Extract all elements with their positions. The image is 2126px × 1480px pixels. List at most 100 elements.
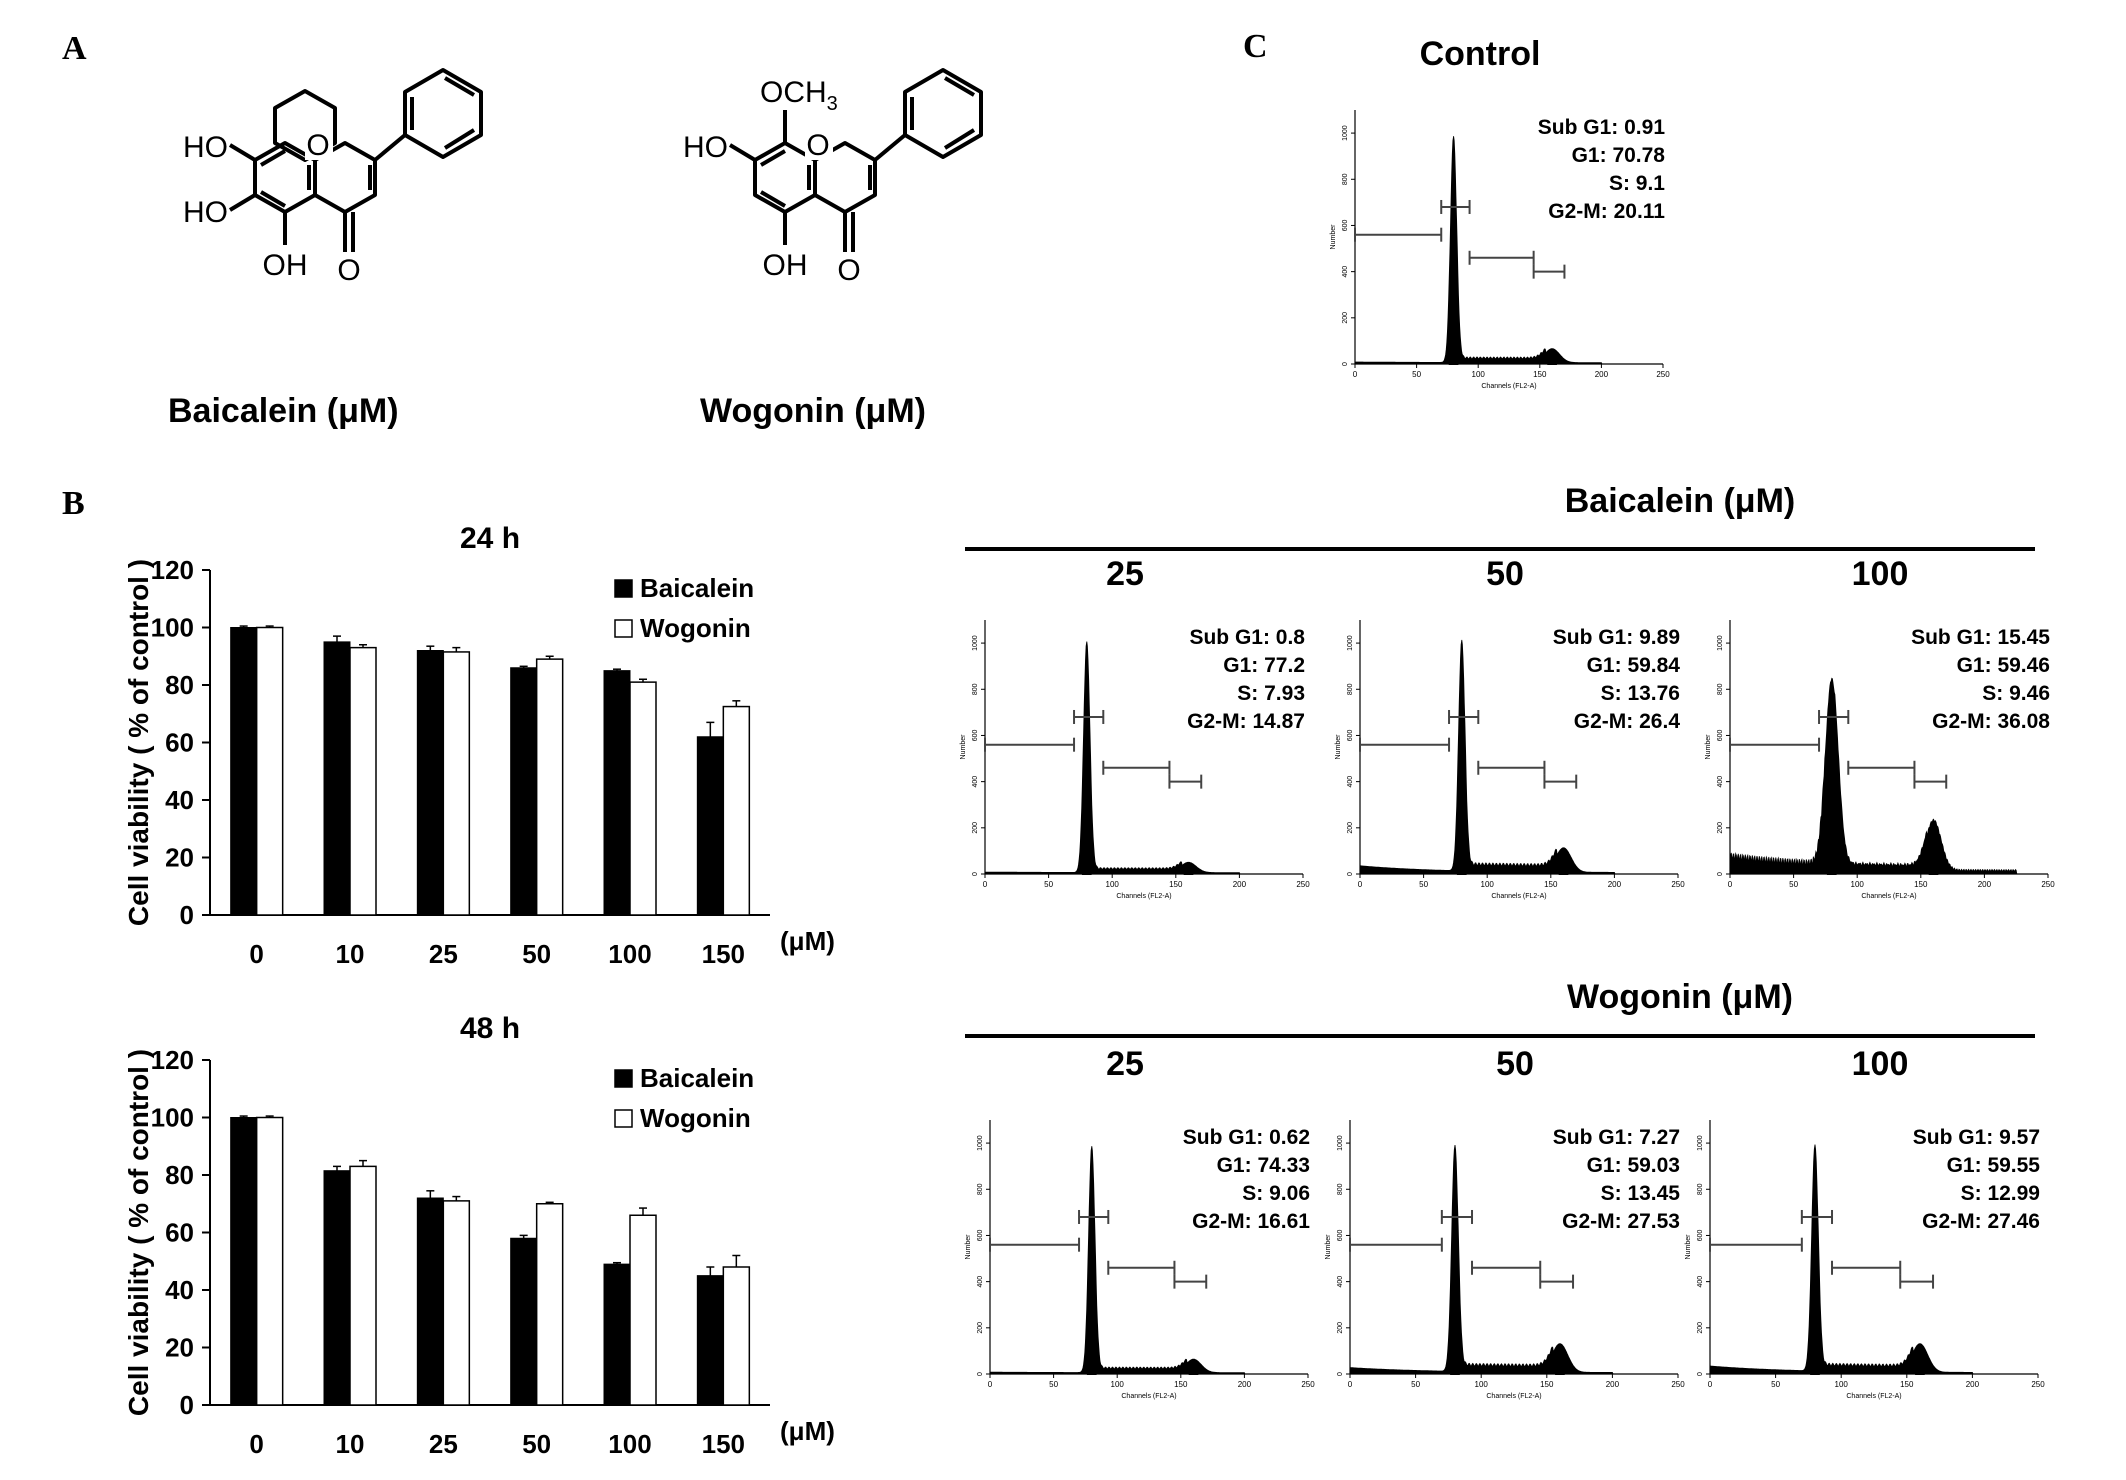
stat-label-subg1: Sub G1: bbox=[1911, 626, 1998, 649]
hist-x-tick-label: 150 bbox=[1533, 370, 1547, 379]
stat-value-subg1: 9.89 bbox=[1639, 626, 1680, 649]
hist-y-axis-label: Number bbox=[960, 734, 967, 760]
y-tick-label: 20 bbox=[165, 1333, 194, 1363]
stat-value-g1: 59.46 bbox=[1997, 654, 2050, 677]
stat-value-g1: 77.2 bbox=[1264, 654, 1305, 677]
hist-x-tick-label: 50 bbox=[1412, 370, 1421, 379]
stat-label-g1: G1: bbox=[1586, 654, 1628, 677]
stat-row-g1: G1: 59.84 bbox=[1553, 652, 1680, 680]
hist-y-tick-label: 400 bbox=[1342, 266, 1349, 278]
hist-y-tick-label: 0 bbox=[977, 1372, 984, 1376]
baicalein-structure bbox=[228, 68, 483, 252]
g2-marker bbox=[1558, 867, 1569, 875]
legend-label-wogonin: Wogonin bbox=[640, 613, 751, 643]
wogonin-och3: OCH3 bbox=[760, 76, 838, 115]
bar-wogonin bbox=[255, 626, 284, 916]
histogram-baicalein-25: 0 200 400 600 800 1000 0 50 100 150 200 250 Channels… bbox=[955, 610, 1315, 910]
hist-y-tick-label: 1000 bbox=[1347, 635, 1354, 651]
y-tick-label: 40 bbox=[165, 1275, 194, 1305]
hist-x-tick-label: 0 bbox=[1728, 880, 1733, 889]
cell-cycle-stats: Sub G1: 9.89 G1: 59.84 S: 13.76 G2-M: 26.4 bbox=[1553, 624, 1680, 736]
hist-y-tick-label: 600 bbox=[1337, 1230, 1344, 1242]
g2-marker bbox=[1928, 867, 1939, 875]
histogram-control: 0 200 400 600 800 1000 0 50 100 150 200 250 Channels… bbox=[1325, 100, 1675, 400]
hist-y-tick-label: 400 bbox=[1697, 1276, 1704, 1288]
hist-y-tick-label: 1000 bbox=[972, 635, 979, 651]
stat-label-g2m: G2-M: bbox=[1548, 200, 1614, 223]
stat-value-s: 7.93 bbox=[1264, 682, 1305, 705]
g2-marker bbox=[1188, 1367, 1199, 1375]
stat-row-g2m: G2-M: 36.08 bbox=[1911, 708, 2050, 736]
histogram-wogonin-50: 0 200 400 600 800 1000 0 50 100 150 200 250 Channels… bbox=[1320, 1110, 1690, 1410]
stat-row-subg1: Sub G1: 0.62 bbox=[1183, 1124, 1310, 1152]
y-tick-label: 0 bbox=[180, 1390, 194, 1420]
y-tick-label: 20 bbox=[165, 843, 194, 873]
hist-y-tick-label: 200 bbox=[1717, 822, 1724, 834]
stat-row-subg1: Sub G1: 0.8 bbox=[1187, 624, 1305, 652]
stat-label-g2m: G2-M: bbox=[1573, 710, 1640, 733]
y-tick-label: 100 bbox=[151, 1103, 194, 1133]
hist-x-tick-label: 200 bbox=[1233, 880, 1247, 889]
bar-wogonin bbox=[255, 1116, 284, 1406]
wogonin-group-title: Wogonin (μM) bbox=[1567, 978, 1793, 1016]
g1-marker bbox=[1456, 867, 1467, 875]
hist-y-tick-label: 600 bbox=[1347, 730, 1354, 742]
hist-y-tick-label: 200 bbox=[977, 1322, 984, 1334]
x-tick-label: 150 bbox=[702, 939, 745, 969]
hist-y-tick-label: 0 bbox=[1347, 872, 1354, 876]
stat-row-s: S: 9.06 bbox=[1183, 1180, 1310, 1208]
hist-x-tick-label: 100 bbox=[1835, 1380, 1849, 1389]
stat-row-g2m: G2-M: 20.11 bbox=[1538, 198, 1665, 226]
stat-label-subg1: Sub G1: bbox=[1912, 1126, 2000, 1149]
hist-x-axis-label: Channels (FL2-A) bbox=[1861, 893, 1916, 900]
hist-y-tick-label: 800 bbox=[1342, 173, 1349, 185]
hist-x-axis-label: Channels (FL2-A) bbox=[1121, 1393, 1176, 1400]
baicalein-ho6: HO bbox=[183, 196, 228, 229]
hist-y-tick-label: 0 bbox=[972, 872, 979, 876]
stat-label-g2m: G2-M: bbox=[1922, 1210, 1988, 1233]
y-tick-label: 80 bbox=[165, 1160, 194, 1190]
bar-baicalein bbox=[323, 1170, 351, 1406]
stat-label-subg1: Sub G1: bbox=[1189, 626, 1276, 649]
hist-x-axis-label: Channels (FL2-A) bbox=[1486, 1393, 1541, 1400]
histogram-plot: 0 200 400 600 800 1000 0 50 100 150 200 250 Channels… bbox=[1685, 1120, 2045, 1400]
g1-marker bbox=[1449, 1367, 1460, 1375]
stat-label-g2m: G2-M: bbox=[1187, 710, 1253, 733]
stat-value-g1: 59.03 bbox=[1627, 1154, 1680, 1177]
stat-label-g1: G1: bbox=[1586, 1154, 1628, 1177]
hist-x-tick-label: 100 bbox=[1472, 370, 1486, 379]
stat-value-s: 13.45 bbox=[1627, 1182, 1680, 1205]
baicalein-group-title: Baicalein (μM) bbox=[1564, 482, 1796, 520]
cell-cycle-stats: Sub G1: 7.27 G1: 59.03 S: 13.45 G2-M: 27.53 bbox=[1553, 1124, 1680, 1236]
bar-chart-48h: 48 h Cell viability ( % of control ) 0 20 40… bbox=[123, 1012, 835, 1459]
hist-y-tick-label: 800 bbox=[1337, 1183, 1344, 1195]
hist-x-tick-label: 150 bbox=[1544, 880, 1558, 889]
legend-label-baicalein: Baicalein bbox=[640, 1063, 754, 1093]
hist-y-tick-label: 600 bbox=[1717, 730, 1724, 742]
hist-y-axis-label: Number bbox=[1335, 734, 1342, 760]
hist-x-tick-label: 100 bbox=[1106, 880, 1120, 889]
g1-marker bbox=[1448, 357, 1459, 365]
stat-value-s: 13.76 bbox=[1627, 682, 1680, 705]
histogram-wogonin-100: 0 200 400 600 800 1000 0 50 100 150 200 250 Channels… bbox=[1680, 1110, 2050, 1410]
x-tick-label: 50 bbox=[522, 1429, 551, 1459]
hist-x-axis-label: Channels (FL2-A) bbox=[1846, 1393, 1901, 1400]
bar-baicalein bbox=[230, 627, 258, 916]
y-tick-label: 60 bbox=[165, 728, 194, 758]
wogonin-dose-25: 25 bbox=[1106, 1045, 1144, 1083]
hist-x-tick-label: 0 bbox=[988, 1380, 993, 1389]
bar-baicalein bbox=[510, 667, 538, 916]
stat-row-g2m: G2-M: 26.4 bbox=[1553, 708, 1680, 736]
x-tick-label: 100 bbox=[608, 939, 651, 969]
hist-y-tick-label: 0 bbox=[1342, 362, 1349, 366]
stat-label-s: S: bbox=[1960, 1182, 1988, 1205]
stat-value-g2m: 20.11 bbox=[1613, 200, 1665, 223]
stat-row-g1: G1: 77.2 bbox=[1187, 652, 1305, 680]
stat-label-g2m: G2-M: bbox=[1562, 1210, 1628, 1233]
bar-baicalein bbox=[416, 650, 444, 916]
hist-x-tick-label: 150 bbox=[1540, 1380, 1554, 1389]
hist-y-axis-label: Number bbox=[1330, 224, 1337, 250]
g2-marker bbox=[1183, 867, 1194, 875]
stat-label-subg1: Sub G1: bbox=[1552, 1126, 1640, 1149]
stat-value-g1: 74.33 bbox=[1257, 1154, 1310, 1177]
